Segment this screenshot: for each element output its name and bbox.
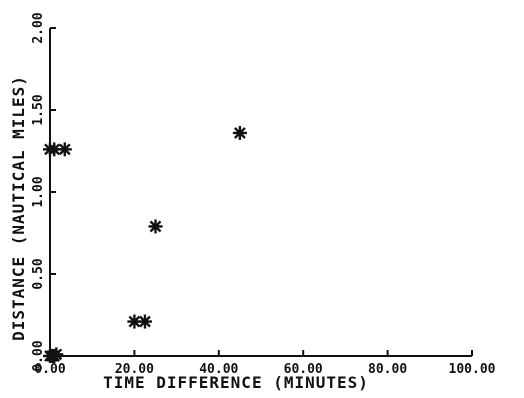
- data-point: [137, 314, 152, 329]
- data-point: [232, 125, 247, 140]
- x-tick-label: 80.00: [368, 362, 407, 377]
- y-tick-label: 1.00: [31, 176, 46, 207]
- data-point: [148, 219, 163, 234]
- x-tick-label: 100.00: [449, 362, 496, 377]
- data-point: [57, 142, 72, 157]
- x-axis-title: TIME DIFFERENCE (MINUTES): [103, 373, 369, 392]
- y-axis-ticks: 0.00 0.50 1.00 1.50 2.00: [31, 12, 56, 372]
- y-tick-label: 1.50: [31, 94, 46, 125]
- data-points: [43, 125, 247, 363]
- data-point: [49, 347, 64, 362]
- x-tick-label: 20.00: [115, 362, 154, 377]
- x-tick-label: 40.00: [199, 362, 238, 377]
- y-tick-label: 2.00: [31, 12, 46, 43]
- x-tick-label: 0.00: [34, 362, 65, 377]
- x-axis-ticks: 0.00 20.00 40.00 60.00 80.00 100.00: [34, 350, 496, 377]
- y-axis-title: DISTANCE (NAUTICAL MILES): [9, 75, 28, 341]
- y-tick-label: 0.50: [31, 258, 46, 289]
- axes: [49, 28, 472, 357]
- x-tick-label: 60.00: [284, 362, 323, 377]
- y-tick-label: 0.00: [31, 340, 46, 371]
